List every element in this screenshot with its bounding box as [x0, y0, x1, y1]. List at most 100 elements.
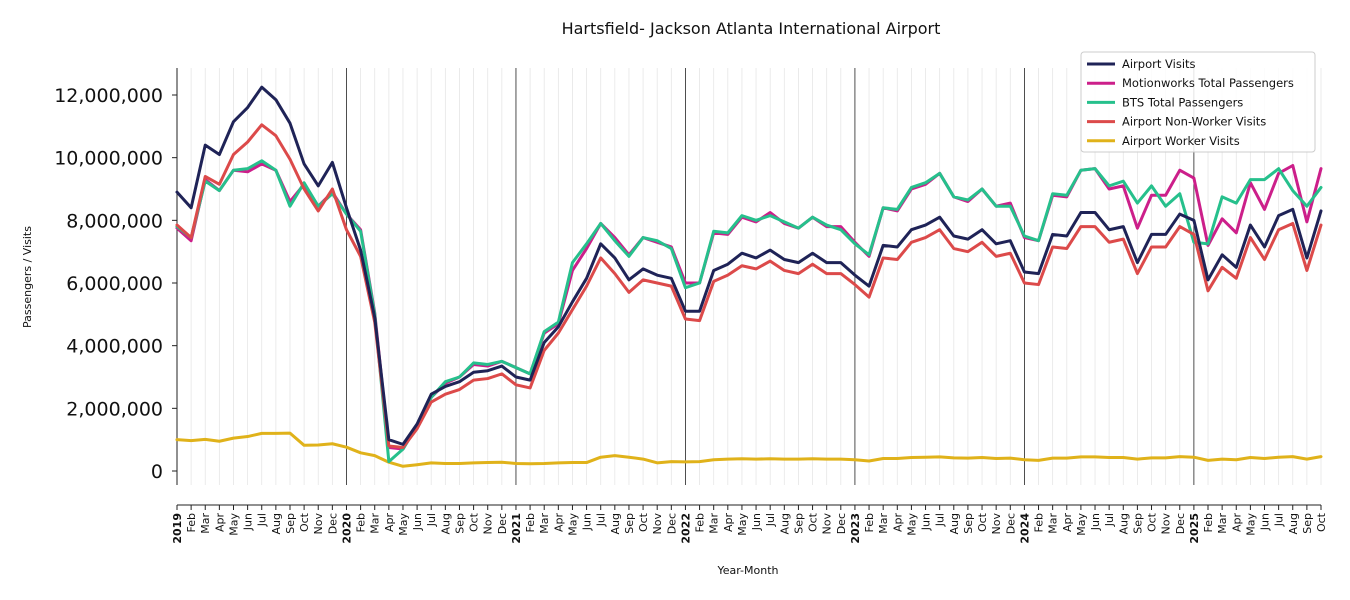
x-tick-month-label: Jul — [934, 513, 947, 527]
x-tick-month-label: Sep — [1301, 513, 1314, 534]
x-tick-month-label: Jun — [1089, 513, 1102, 531]
legend-label: Motionworks Total Passengers — [1122, 76, 1294, 90]
x-tick-month-label: Aug — [1117, 513, 1130, 534]
series-line-motionworks-total-passengers — [175, 162, 1323, 451]
x-tick-month-label: Apr — [1061, 513, 1074, 533]
x-tick-month-label: Feb — [694, 513, 707, 532]
series-lines — [175, 85, 1323, 468]
x-tick-month-label: May — [397, 513, 410, 536]
x-tick-month-label: Oct — [298, 512, 311, 532]
x-tick-month-label: Aug — [778, 513, 791, 534]
series-line-airport-visits — [175, 85, 1323, 446]
y-tick-label: 10,000,000 — [54, 148, 163, 170]
x-tick-month-label: May — [1244, 513, 1257, 536]
y-tick-label: 4,000,000 — [66, 336, 163, 358]
x-tick-year-label: 2021 — [510, 513, 523, 544]
x-tick-month-label: Aug — [270, 513, 283, 534]
x-tick-year-label: 2019 — [171, 513, 184, 544]
x-tick-month-label: Mar — [1047, 513, 1060, 534]
x-tick-month-label: Sep — [284, 513, 297, 534]
x-tick-month-label: Aug — [439, 513, 452, 534]
y-axis-label: Passengers / Visits — [21, 226, 34, 328]
x-tick-year-label: 2022 — [679, 513, 692, 544]
x-tick-month-label: Aug — [1287, 513, 1300, 534]
y-tick-label: 6,000,000 — [66, 273, 163, 295]
x-tick-month-label: May — [566, 513, 579, 536]
x-tick-month-label: Apr — [891, 513, 904, 533]
x-tick-year-label: 2024 — [1018, 513, 1031, 544]
x-tick-month-label: Apr — [1230, 513, 1243, 533]
x-tick-month-label: Jun — [1259, 513, 1272, 531]
x-tick-month-label: Mar — [1216, 513, 1229, 534]
legend-label: Airport Non-Worker Visits — [1122, 115, 1266, 129]
x-tick-month-label: Aug — [609, 513, 622, 534]
x-tick-month-label: Dec — [1174, 513, 1187, 534]
chart-title: Hartsfield- Jackson Atlanta Internationa… — [562, 19, 941, 38]
x-tick-month-label: Oct — [1146, 512, 1159, 532]
x-tick-month-label: Nov — [651, 513, 664, 535]
series-line-airport-non-worker-visits — [175, 123, 1323, 449]
x-tick-month-label: Oct — [1315, 512, 1328, 532]
legend-label: Airport Visits — [1122, 57, 1196, 71]
x-tick-month-label: Feb — [185, 513, 198, 532]
x-tick-month-label: Jul — [595, 513, 608, 527]
x-tick-month-label: May — [736, 513, 749, 536]
x-tick-month-label: Apr — [383, 513, 396, 533]
x-tick-month-label: Dec — [1004, 513, 1017, 534]
x-tick-month-label: Feb — [1202, 513, 1215, 532]
x-tick-month-label: Mar — [199, 513, 212, 534]
x-tick-month-label: Jun — [242, 513, 255, 531]
axes — [176, 68, 1321, 506]
x-tick-month-label: Jun — [411, 513, 424, 531]
x-tick-month-label: Feb — [1033, 513, 1046, 532]
x-tick-month-label: Apr — [552, 513, 565, 533]
x-tick-month-label: Jul — [256, 513, 269, 527]
x-tick-month-label: Dec — [665, 513, 678, 534]
legend-box — [1080, 51, 1316, 153]
series-line-bts-total-passengers — [175, 159, 1323, 464]
x-tick-month-label: May — [1075, 513, 1088, 536]
x-tick-month-label: Aug — [948, 513, 961, 534]
x-tick-month-label: Nov — [821, 513, 834, 535]
x-tick-year-label: 2025 — [1188, 513, 1201, 544]
legend-label: BTS Total Passengers — [1122, 95, 1243, 109]
x-tick-year-label: 2020 — [340, 513, 353, 544]
x-tick-month-label: Sep — [623, 513, 636, 534]
x-tick-year-label: 2023 — [849, 513, 862, 544]
x-tick-month-label: Jun — [920, 513, 933, 531]
y-tick-label: 12,000,000 — [54, 85, 163, 107]
x-axis-ticks: 2019 Feb Mar Apr May Jun Jul Aug Sep Oct Nov Dec 202… — [171, 505, 1328, 544]
x-tick-month-label: Sep — [792, 513, 805, 534]
x-tick-month-label: Jul — [764, 513, 777, 527]
x-tick-month-label: Feb — [355, 513, 368, 532]
x-tick-month-label: Mar — [708, 513, 721, 534]
x-tick-month-label: Jul — [1103, 513, 1116, 527]
grid — [176, 68, 1322, 485]
x-tick-month-label: Dec — [835, 513, 848, 534]
y-axis-ticks: 0 2,000,000 4,000,000 6,000,000 8,000,000 10,… — [54, 85, 177, 483]
x-tick-month-label: Feb — [863, 513, 876, 532]
x-tick-month-label: Jun — [750, 513, 763, 531]
y-tick-label: 0 — [151, 461, 163, 483]
x-tick-month-label: May — [905, 513, 918, 536]
x-tick-month-label: May — [227, 513, 240, 536]
x-tick-month-label: Jul — [1273, 513, 1286, 527]
x-tick-month-label: Sep — [1131, 513, 1144, 534]
series-line-airport-worker-visits — [175, 431, 1323, 468]
x-tick-month-label: Oct — [807, 512, 820, 532]
x-axis-label: Year-Month — [716, 564, 778, 577]
legend: Airport Visits Motionworks Total Passenge… — [1080, 51, 1316, 153]
x-tick-month-label: Mar — [538, 513, 551, 534]
x-tick-month-label: Dec — [496, 513, 509, 534]
x-tick-month-label: Feb — [524, 513, 537, 532]
x-tick-month-label: Apr — [722, 513, 735, 533]
x-tick-month-label: Sep — [962, 513, 975, 534]
x-tick-month-label: Oct — [976, 512, 989, 532]
y-tick-label: 2,000,000 — [66, 398, 163, 420]
x-tick-month-label: Nov — [1160, 513, 1173, 535]
x-tick-month-label: Sep — [453, 513, 466, 534]
x-tick-month-label: Jun — [581, 513, 594, 531]
x-tick-month-label: Jul — [425, 513, 438, 527]
x-tick-month-label: Nov — [482, 513, 495, 535]
